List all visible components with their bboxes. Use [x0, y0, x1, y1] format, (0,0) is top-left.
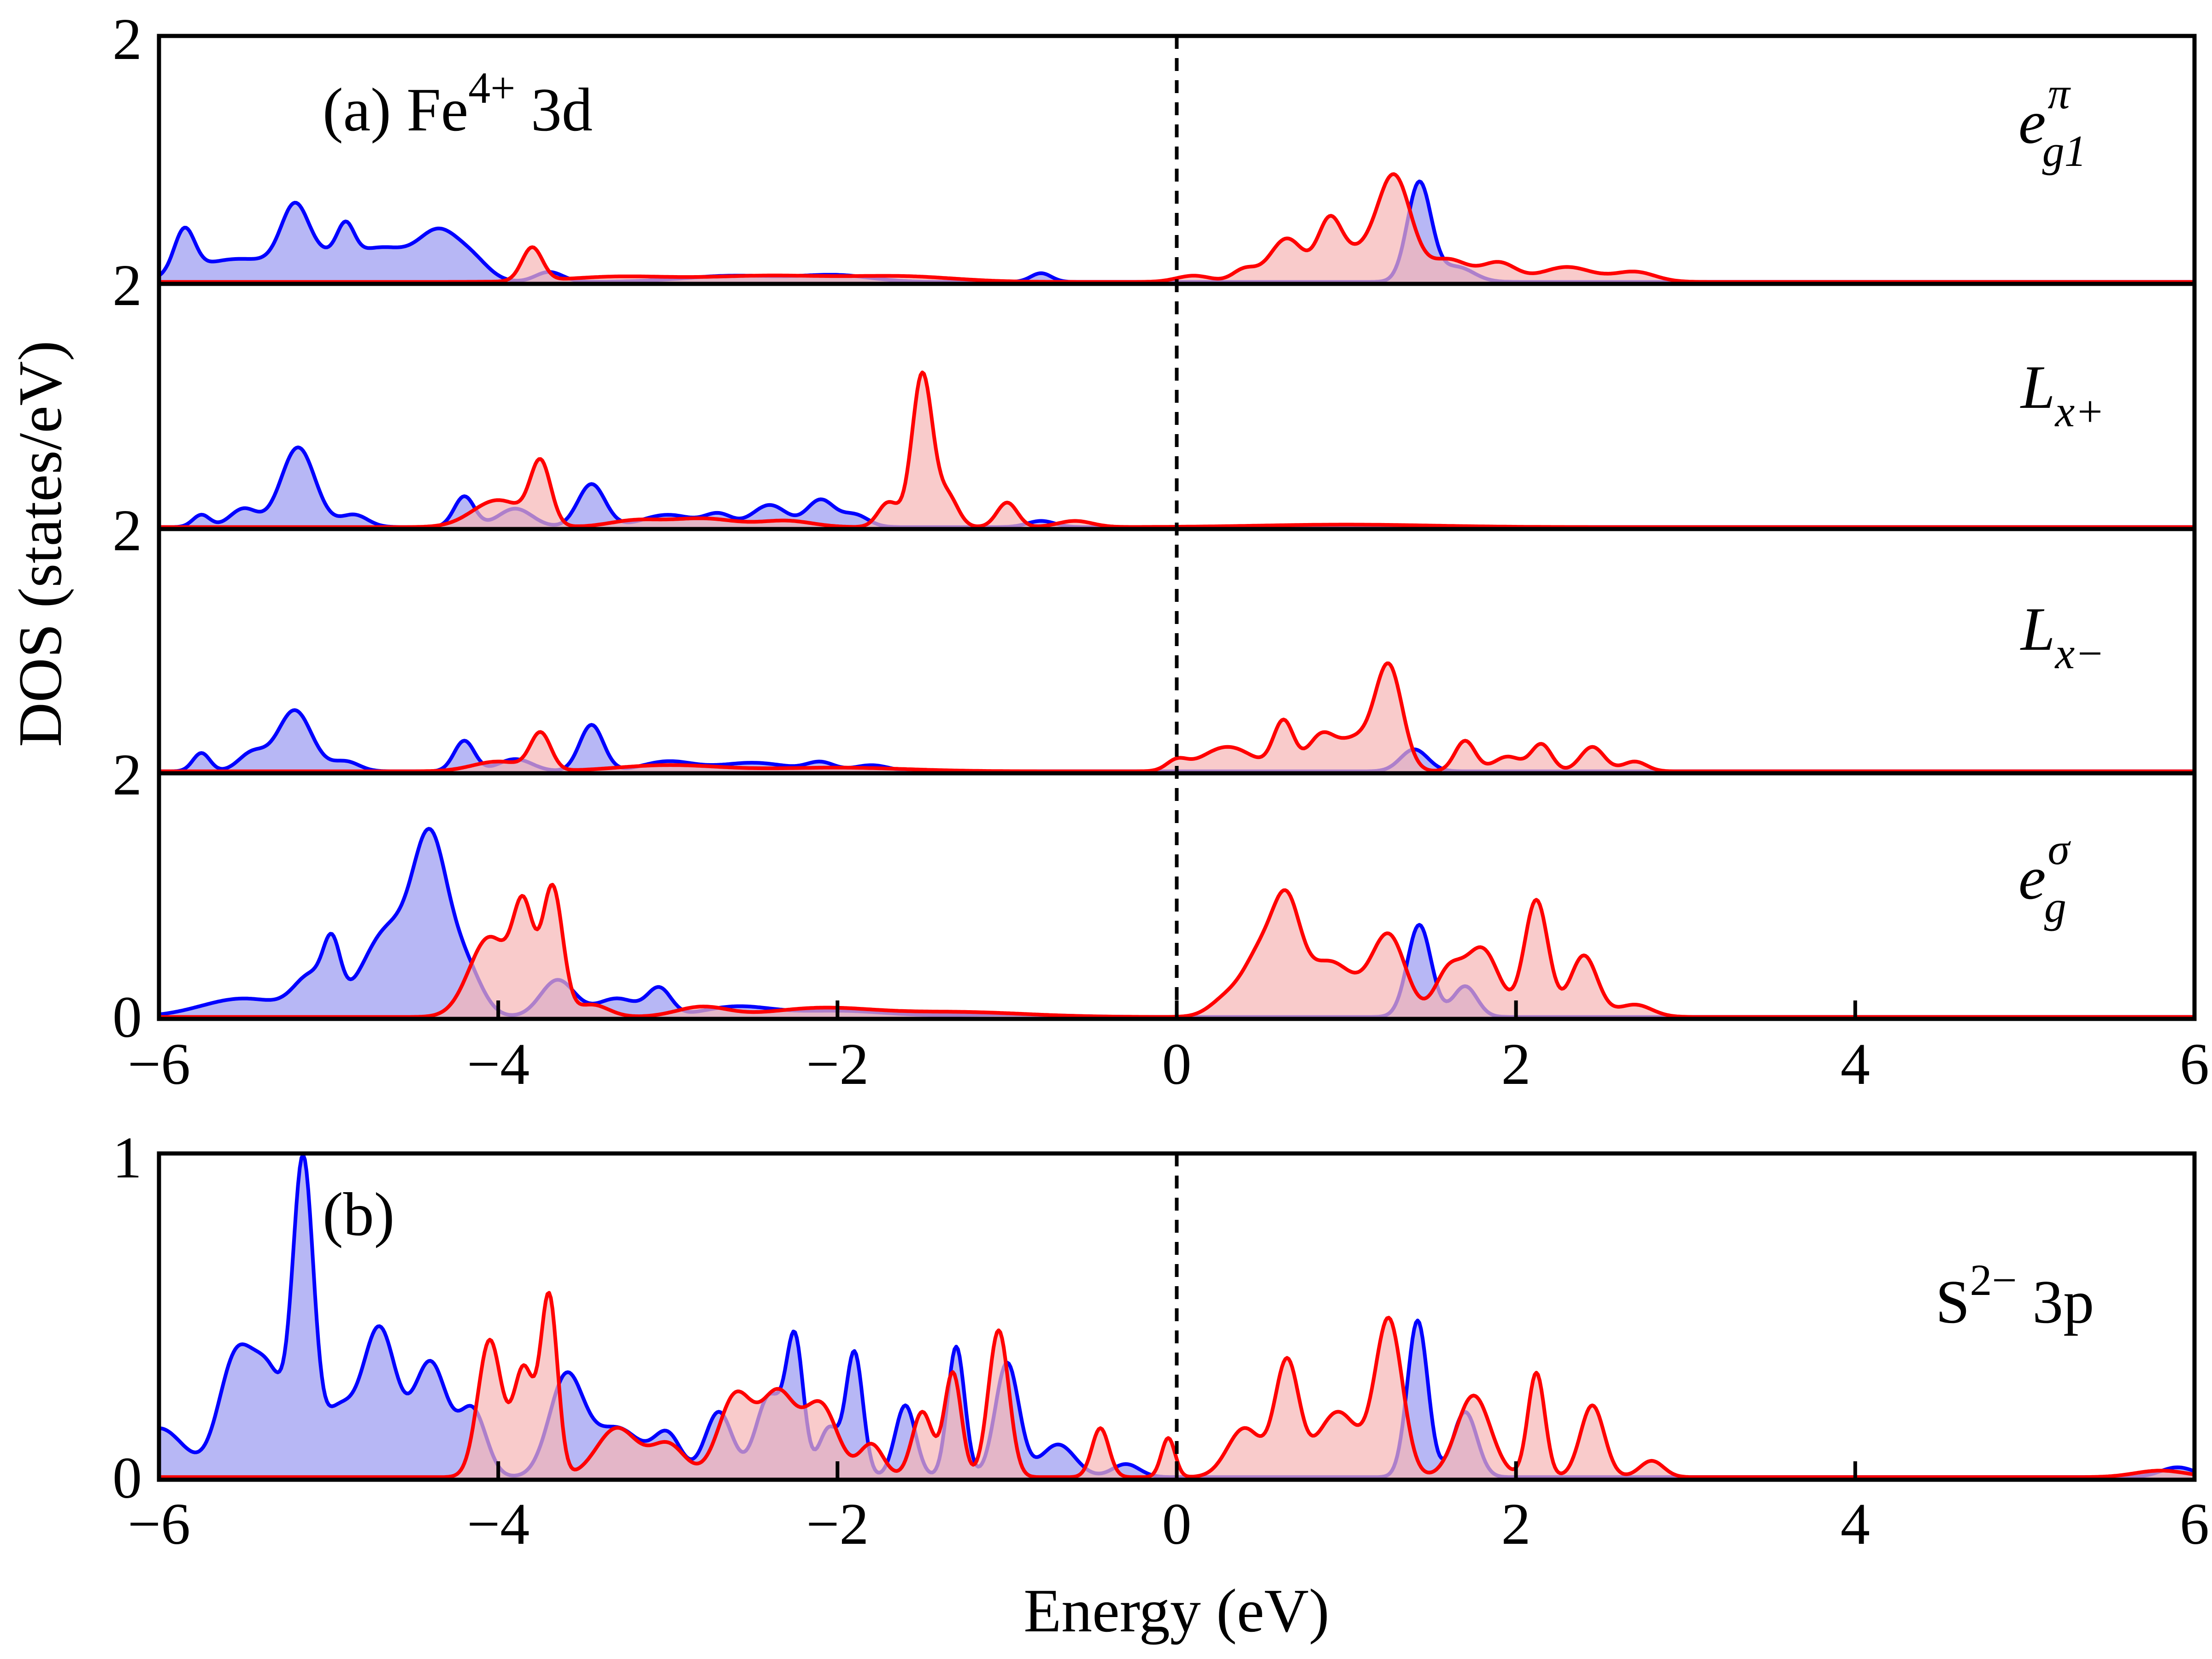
panel-b-ytick-2: 0 [112, 1445, 142, 1511]
spin-up-fill-panel-2 [159, 447, 2194, 529]
panel-a-xtick-label-5: 4 [1841, 1031, 1870, 1097]
panel-a-xtick-label-4: 2 [1501, 1031, 1531, 1097]
spin-up-fill-panel-5 [159, 1155, 2194, 1480]
panel-b-xtick-label-6: 6 [2180, 1491, 2209, 1557]
y-axis-title: DOS (states/eV) [6, 341, 74, 747]
panel-a-title: (a) Fe4+ 3d [323, 63, 593, 144]
orbital-label-lx-minus: Lx− [2020, 595, 2105, 678]
panel-a-ytick-5: 0 [112, 984, 142, 1050]
panel-a-ytick-4: 2 [112, 742, 142, 807]
panel-b-xtick-label-5: 4 [1841, 1491, 1870, 1557]
panel-a-xtick-label-1: −4 [467, 1031, 529, 1097]
panel-a-xtick-label-3: 0 [1162, 1031, 1192, 1097]
panel-b-title: (b) [323, 1180, 394, 1248]
spin-up-fill-panel-1 [159, 181, 2194, 284]
panel-a-xtick-label-0: −6 [128, 1031, 190, 1097]
panel-a-xtick-label-6: 6 [2180, 1031, 2209, 1097]
panel-b-xtick-label-2: −2 [806, 1491, 869, 1557]
x-axis-ticks [157, 1000, 2196, 1480]
orbital-label-eg-sigma: eσ g [2018, 824, 2071, 931]
panel-b-xtick-label-3: 0 [1162, 1491, 1192, 1557]
panel-b-xtick-label-1: −4 [467, 1491, 529, 1557]
panel-a-title-prefix: (a) Fe [323, 76, 468, 144]
panel-a-ytick-1: 2 [112, 6, 142, 72]
panel-a-xtick-labels: −6 −4 −2 0 2 4 6 [128, 1031, 2209, 1097]
orbital-label-eg1-pi: eπ g1 [2018, 69, 2087, 176]
panel-b-orbital-label: S2− 3p [1936, 1255, 2094, 1336]
panel-b-xtick-labels: −6 −4 −2 0 2 4 6 [128, 1491, 2209, 1557]
panel-b-xtick-label-0: −6 [128, 1491, 190, 1557]
panel-b-xtick-label-4: 2 [1501, 1491, 1531, 1557]
panel-b-ytick-1: 1 [112, 1125, 142, 1190]
x-axis-title: Energy (eV) [1024, 1577, 1330, 1645]
spin-up-fill-panel-4 [159, 829, 2194, 1019]
panel-a-title-suffix: 3d [515, 76, 593, 144]
panel-a-xtick-label-2: −2 [806, 1031, 869, 1097]
panel-a-ytick-3: 2 [112, 498, 142, 563]
panel-a-ytick-2: 2 [112, 253, 142, 318]
panel-a-title-sup: 4+ [468, 63, 515, 112]
orbital-label-lx-plus: Lx+ [2020, 353, 2105, 436]
